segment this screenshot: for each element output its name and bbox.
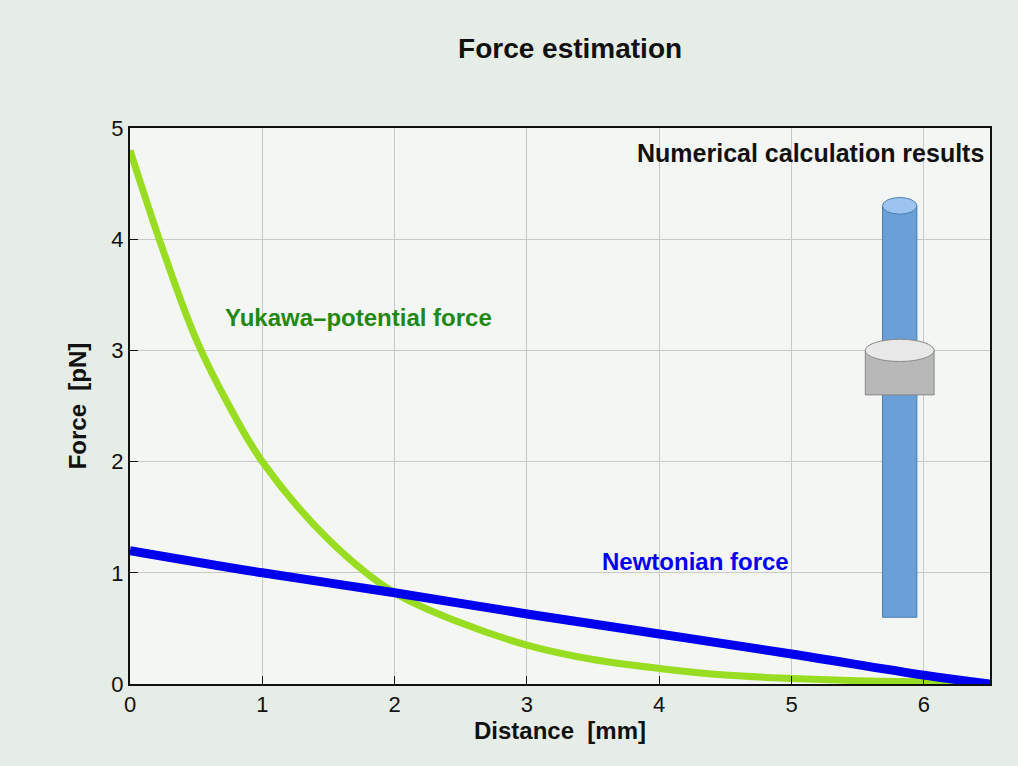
svg-text:5: 5	[111, 116, 123, 141]
svg-text:Force estimation: Force estimation	[458, 33, 682, 64]
svg-text:4: 4	[653, 692, 665, 717]
svg-text:Yukawa–potential force: Yukawa–potential force	[225, 304, 492, 331]
svg-text:6: 6	[918, 692, 930, 717]
svg-text:0: 0	[111, 672, 123, 697]
svg-text:Newtonian force: Newtonian force	[602, 548, 789, 575]
svg-text:0: 0	[124, 692, 136, 717]
svg-text:2: 2	[111, 449, 123, 474]
svg-text:1: 1	[256, 692, 268, 717]
svg-text:2: 2	[388, 692, 400, 717]
svg-text:1: 1	[111, 561, 123, 586]
svg-text:5: 5	[785, 692, 797, 717]
svg-text:Force [pN]: Force [pN]	[64, 343, 91, 470]
svg-text:3: 3	[521, 692, 533, 717]
svg-text:4: 4	[111, 227, 123, 252]
svg-text:Distance [mm]: Distance [mm]	[474, 717, 646, 744]
svg-text:3: 3	[111, 338, 123, 363]
svg-text:Numerical calculation results: Numerical calculation results	[637, 139, 984, 167]
